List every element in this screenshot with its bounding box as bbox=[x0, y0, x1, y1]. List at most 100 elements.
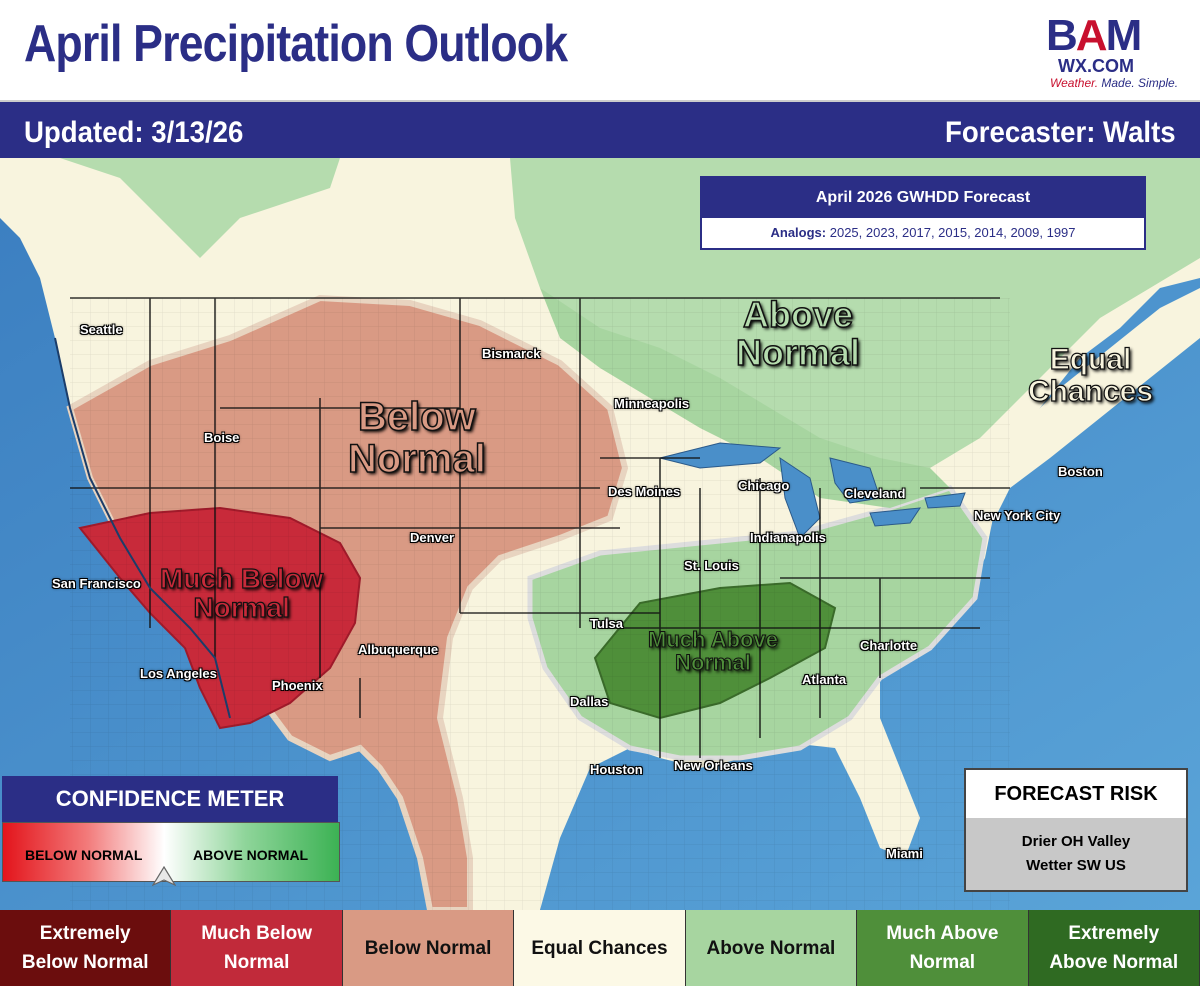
legend-label-line2: Above Normal bbox=[1049, 952, 1179, 973]
city-label-miami: Miami bbox=[886, 846, 923, 861]
city-label-phoenix: Phoenix bbox=[272, 678, 323, 693]
city-label-san-francisco: San Francisco bbox=[52, 576, 141, 591]
updated-date: Updated: 3/13/26 bbox=[24, 116, 244, 149]
city-label-boise: Boise bbox=[204, 430, 240, 445]
legend-item-label: Much Above Normal bbox=[886, 919, 998, 977]
city-label-los-angeles: Los Angeles bbox=[140, 666, 217, 681]
city-label-chicago: Chicago bbox=[738, 478, 790, 493]
zone-label-much-above-line2: Normal bbox=[675, 650, 752, 676]
zone-label-much-below-line1: Much Below bbox=[159, 563, 324, 594]
page-title: April Precipitation Outlook bbox=[24, 15, 568, 73]
legend-item: Above Normal bbox=[685, 910, 858, 986]
legend-item: Below Normal bbox=[342, 910, 515, 986]
city-label-seattle: Seattle bbox=[80, 322, 123, 337]
logo-tagline: Weather. Made. Simple. bbox=[1050, 76, 1178, 90]
logo-tagline-1: Weather. bbox=[1050, 76, 1099, 90]
legend-item-label: Extremely Below Normal bbox=[22, 919, 149, 977]
zone-label-above-line2: Normal bbox=[735, 331, 861, 373]
analogs-line: Analogs: 2025, 2023, 2017, 2015, 2014, 2… bbox=[702, 218, 1144, 248]
canada-region bbox=[0, 158, 340, 258]
legend-item-label: Extremely Above Normal bbox=[1049, 919, 1178, 977]
city-label-houston: Houston bbox=[590, 762, 643, 777]
analogs-title: April 2026 GWHDD Forecast bbox=[702, 178, 1144, 218]
city-label-albuquerque: Albuquerque bbox=[358, 642, 439, 657]
analogs-label: Analogs: bbox=[770, 225, 827, 240]
great-lakes bbox=[659, 442, 966, 539]
legend-item: Extremely Below Normal bbox=[0, 910, 172, 986]
confidence-meter-title: CONFIDENCE METER bbox=[2, 776, 338, 822]
outlook-map: Above Normal Equal Chances Below Normal … bbox=[0, 158, 1200, 910]
header: April Precipitation Outlook BAM WX.COM W… bbox=[0, 0, 1200, 100]
zone-label-below-line2: Normal bbox=[347, 437, 486, 481]
zone-label-much-below-line2: Normal bbox=[193, 592, 291, 624]
equal-chances-ne-zone bbox=[985, 288, 1200, 518]
forecaster-name: Forecaster: Walts bbox=[945, 116, 1176, 149]
zone-label-above-normal: Above Normal bbox=[735, 294, 861, 373]
legend-label-line1: Above Normal bbox=[706, 937, 836, 959]
city-label-st-louis: St. Louis bbox=[684, 558, 739, 573]
city-label-charlotte: Charlotte bbox=[860, 638, 918, 653]
city-label-new-orleans: New Orleans bbox=[674, 758, 753, 773]
city-label-boston: Boston bbox=[1058, 464, 1103, 479]
legend-label-line1: Extremely bbox=[1068, 923, 1160, 944]
legend-item: Much Above Normal bbox=[857, 910, 1029, 986]
city-label-bismarck: Bismarck bbox=[482, 346, 541, 361]
legend-item-label: Below Normal bbox=[365, 934, 492, 963]
city-label-atlanta: Atlanta bbox=[802, 672, 847, 687]
confidence-label-above: ABOVE NORMAL bbox=[193, 847, 309, 863]
logo-wordmark: BAM bbox=[1046, 11, 1143, 60]
legend-item: Much Below Normal bbox=[171, 910, 343, 986]
state-borders bbox=[70, 297, 1010, 758]
city-label-cleveland: Cleveland bbox=[844, 486, 906, 501]
info-bar: Updated: 3/13/26 Forecaster: Walts bbox=[0, 100, 1200, 160]
logo-letter-a: A bbox=[1075, 11, 1108, 60]
confidence-pointer-icon bbox=[152, 866, 177, 886]
map-canvas bbox=[0, 158, 1200, 910]
forecast-risk-line1: Drier OH Valley bbox=[1021, 833, 1131, 850]
city-label-tulsa: Tulsa bbox=[590, 616, 623, 631]
analogs-panel: April 2026 GWHDD Forecast Analogs: 2025,… bbox=[700, 176, 1146, 250]
zone-label-much-below-normal: Much Below Normal bbox=[159, 563, 324, 624]
legend-item: Extremely Above Normal bbox=[1028, 910, 1200, 986]
zone-label-above-line1: Above bbox=[742, 294, 854, 335]
city-label-dallas: Dallas bbox=[570, 694, 609, 709]
zone-label-much-above-line1: Much Above bbox=[648, 627, 779, 652]
confidence-meter-bar: BELOW NORMAL ABOVE NORMAL bbox=[2, 822, 340, 882]
zone-label-much-above-normal: Much Above Normal bbox=[648, 627, 779, 676]
logo-tagline-2: Made. Simple. bbox=[1098, 76, 1179, 90]
city-label-denver: Denver bbox=[410, 530, 455, 545]
city-label-des-moines: Des Moines bbox=[608, 484, 681, 499]
legend-label-line2: Normal bbox=[909, 952, 976, 973]
logo-domain: WX.COM bbox=[1058, 56, 1134, 76]
city-label-minneapolis: Minneapolis bbox=[614, 396, 690, 411]
bamwx-logo[interactable]: BAM WX.COM Weather. Made. Simple. bbox=[1046, 10, 1188, 92]
legend-label-line2: Normal bbox=[223, 952, 290, 973]
forecast-risk-body: Drier OH Valley Wetter SW US bbox=[966, 818, 1186, 890]
logo-letter-m: M bbox=[1105, 11, 1143, 60]
forecast-risk-title: FORECAST RISK bbox=[994, 783, 1158, 805]
legend: Extremely Below Normal Much Below Normal Bel… bbox=[0, 910, 1200, 986]
forecast-risk-line2: Wetter SW US bbox=[1026, 857, 1126, 874]
zone-label-below-normal: Below Normal bbox=[347, 395, 486, 481]
legend-label-line1: Equal Chances bbox=[531, 937, 668, 959]
legend-label-line1: Much Below bbox=[201, 923, 313, 944]
legend-item-label: Above Normal bbox=[706, 934, 835, 963]
legend-label-line2: Below Normal bbox=[21, 952, 149, 973]
forecast-risk-panel: FORECAST RISK Drier OH Valley Wetter SW … bbox=[964, 768, 1188, 892]
legend-item-label: Much Below Normal bbox=[201, 919, 312, 977]
zone-label-below-line1: Below bbox=[357, 395, 476, 439]
city-label-indianapolis: Indianapolis bbox=[750, 530, 826, 545]
city-label-new-york-city: New York City bbox=[974, 508, 1061, 523]
legend-label-line1: Much Above bbox=[886, 923, 999, 944]
legend-label-line1: Below Normal bbox=[364, 937, 492, 959]
zone-label-equal-chances: Equal Chances bbox=[1027, 343, 1154, 408]
zone-label-equal-line2: Chances bbox=[1027, 374, 1154, 408]
pacific-coastline bbox=[54, 337, 231, 719]
analogs-years: 2025, 2023, 2017, 2015, 2014, 2009, 1997 bbox=[829, 225, 1076, 240]
legend-label-line1: Extremely bbox=[39, 923, 131, 944]
legend-item-label: Equal Chances bbox=[531, 934, 667, 963]
logo-letter-b: B bbox=[1046, 11, 1078, 60]
zone-label-equal-line1: Equal bbox=[1049, 343, 1132, 376]
confidence-label-below: BELOW NORMAL bbox=[25, 847, 143, 863]
legend-item: Equal Chances bbox=[514, 910, 686, 986]
